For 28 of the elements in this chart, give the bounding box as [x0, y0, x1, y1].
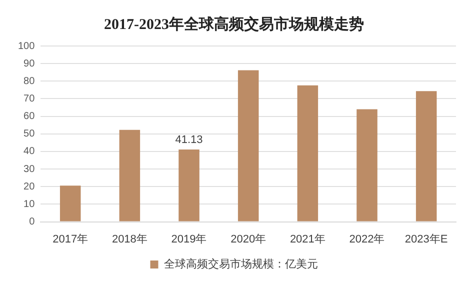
x-tick-label: 2021年 — [290, 233, 326, 246]
y-tick-label: 20 — [24, 181, 36, 192]
y-tick-label: 50 — [24, 128, 36, 140]
bar — [119, 130, 140, 222]
y-tick-label: 100 — [18, 40, 36, 52]
x-tick-label: 2018年 — [112, 233, 148, 246]
chart-title: 2017-2023年全球高频交易市场规模走势 — [104, 14, 364, 33]
y-tick-label: 70 — [24, 93, 36, 104]
y-tick-label: 10 — [24, 198, 36, 210]
y-tick-label: 80 — [24, 76, 36, 87]
y-tick-label: 60 — [24, 111, 36, 122]
y-tick-label: 0 — [29, 216, 36, 228]
data-label: 41.13 — [175, 134, 203, 146]
bar — [416, 91, 437, 222]
x-tick-label: 2022年 — [349, 233, 385, 246]
y-tick-label: 90 — [24, 58, 36, 70]
bar — [178, 149, 200, 222]
x-tick-label: 2017年 — [52, 233, 88, 246]
y-tick-label: 40 — [24, 146, 36, 158]
legend-label: 全球高频交易市场规模：亿美元 — [164, 258, 318, 271]
bar — [60, 186, 81, 222]
x-tick-label: 2019年 — [171, 233, 207, 246]
x-tick-label: 2023年E — [404, 233, 448, 246]
bar — [297, 85, 318, 222]
bar — [238, 70, 259, 222]
x-tick-label: 2020年 — [230, 233, 266, 246]
bar — [356, 109, 378, 222]
y-tick-label: 30 — [24, 164, 36, 175]
